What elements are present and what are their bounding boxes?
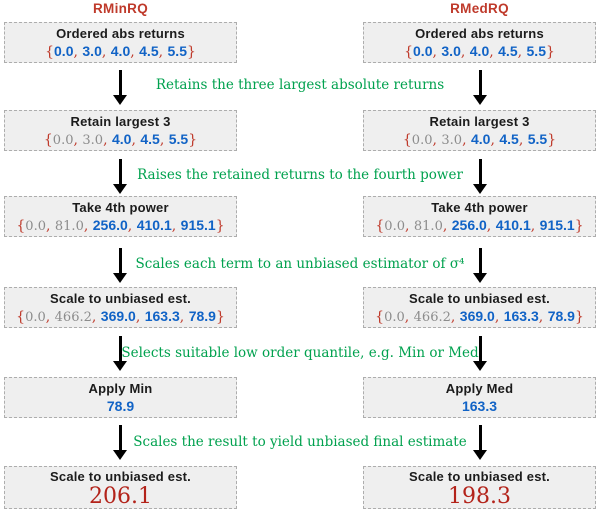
arrow-stem — [118, 248, 122, 273]
arrow-down-icon — [473, 70, 487, 105]
box-label: Ordered abs returns — [56, 26, 185, 41]
box-label: Scale to unbiased est. — [50, 291, 191, 306]
arrow-stem — [118, 70, 122, 95]
box-value: 78.9 — [106, 398, 135, 414]
box-apply-med: Apply Med 163.3 — [363, 377, 596, 418]
box-values: {0.0, 3.0, 4.0, 4.5, 5.5} — [43, 131, 198, 148]
box-label: Scale to unbiased est. — [409, 291, 550, 306]
box-label: Scale to unbiased est. — [409, 469, 550, 484]
arrow-head — [473, 95, 487, 105]
box-take-4th-power-left: Take 4th power {0.0, 81.0, 256.0, 410.1,… — [4, 196, 237, 237]
arrow-down-icon — [113, 159, 127, 194]
box-label: Take 4th power — [72, 200, 169, 215]
box-apply-min: Apply Min 78.9 — [4, 377, 237, 418]
box-ordered-abs-returns-right: Ordered abs returns {0.0, 3.0, 4.0, 4.5,… — [363, 22, 596, 63]
box-label: Take 4th power — [431, 200, 528, 215]
box-scale-unbiased-right: Scale to unbiased est. {0.0, 466.2, 369.… — [363, 287, 596, 328]
arrow-head — [473, 450, 487, 460]
arrow-stem — [478, 425, 482, 450]
box-label: Ordered abs returns — [415, 26, 544, 41]
arrow-down-icon — [473, 248, 487, 283]
arrow-stem — [118, 425, 122, 450]
arrow-stem — [118, 336, 122, 361]
box-scale-unbiased-left: Scale to unbiased est. {0.0, 466.2, 369.… — [4, 287, 237, 328]
box-ordered-abs-returns-left: Ordered abs returns {0.0, 3.0, 4.0, 4.5,… — [4, 22, 237, 63]
arrow-head — [113, 450, 127, 460]
arrow-head — [473, 273, 487, 283]
final-estimate-value: 206.1 — [89, 484, 152, 509]
arrow-head — [113, 184, 127, 194]
box-final-estimate-left: Scale to unbiased est. 206.1 — [4, 466, 237, 509]
box-values: {0.0, 81.0, 256.0, 410.1, 915.1} — [375, 217, 584, 234]
box-values: {0.0, 81.0, 256.0, 410.1, 915.1} — [16, 217, 225, 234]
arrow-down-icon — [473, 159, 487, 194]
arrow-down-icon — [473, 336, 487, 371]
arrow-down-icon — [473, 425, 487, 460]
box-retain-largest-3-right: Retain largest 3 {0.0, 3.0, 4.0, 4.5, 5.… — [363, 110, 596, 151]
arrow-down-icon — [113, 248, 127, 283]
box-label: Retain largest 3 — [70, 114, 171, 129]
box-values: {0.0, 466.2, 369.0, 163.3, 78.9} — [375, 308, 584, 325]
arrow-head — [113, 361, 127, 371]
arrow-stem — [478, 70, 482, 95]
arrow-stem — [478, 159, 482, 184]
final-estimate-value: 198.3 — [448, 484, 511, 509]
box-values: {0.0, 3.0, 4.0, 4.5, 5.5} — [402, 131, 557, 148]
column-title-rminrq: RMinRQ — [92, 1, 149, 16]
arrow-stem — [118, 159, 122, 184]
box-final-estimate-right: Scale to unbiased est. 198.3 — [363, 466, 596, 509]
arrow-down-icon — [113, 70, 127, 105]
annotation-scale-step: Scales each term to an unbiased estimato… — [135, 256, 465, 272]
box-take-4th-power-right: Take 4th power {0.0, 81.0, 256.0, 410.1,… — [363, 196, 596, 237]
arrow-head — [473, 184, 487, 194]
annotation-quantile-step: Selects suitable low order quantile, e.g… — [121, 345, 479, 361]
box-values: {0.0, 466.2, 369.0, 163.3, 78.9} — [16, 308, 225, 325]
column-title-rmedrq: RMedRQ — [450, 1, 509, 16]
box-values: {0.0, 3.0, 4.0, 4.5, 5.5} — [45, 43, 196, 60]
arrow-head — [113, 273, 127, 283]
box-values: {0.0, 3.0, 4.0, 4.5, 5.5} — [404, 43, 555, 60]
box-value: 163.3 — [461, 398, 498, 414]
arrow-stem — [478, 336, 482, 361]
arrow-head — [113, 95, 127, 105]
arrow-stem — [478, 248, 482, 273]
annotation-final-scale-step: Scales the result to yield unbiased fina… — [133, 434, 467, 450]
arrow-down-icon — [113, 425, 127, 460]
annotation-retain-step: Retains the three largest absolute retur… — [155, 77, 445, 93]
box-label: Retain largest 3 — [429, 114, 530, 129]
box-label: Apply Med — [445, 381, 514, 396]
arrow-head — [473, 361, 487, 371]
box-label: Scale to unbiased est. — [50, 469, 191, 484]
box-retain-largest-3-left: Retain largest 3 {0.0, 3.0, 4.0, 4.5, 5.… — [4, 110, 237, 151]
annotation-power-step: Raises the retained returns to the fourt… — [137, 167, 463, 183]
arrow-down-icon — [113, 336, 127, 371]
box-label: Apply Min — [88, 381, 153, 396]
